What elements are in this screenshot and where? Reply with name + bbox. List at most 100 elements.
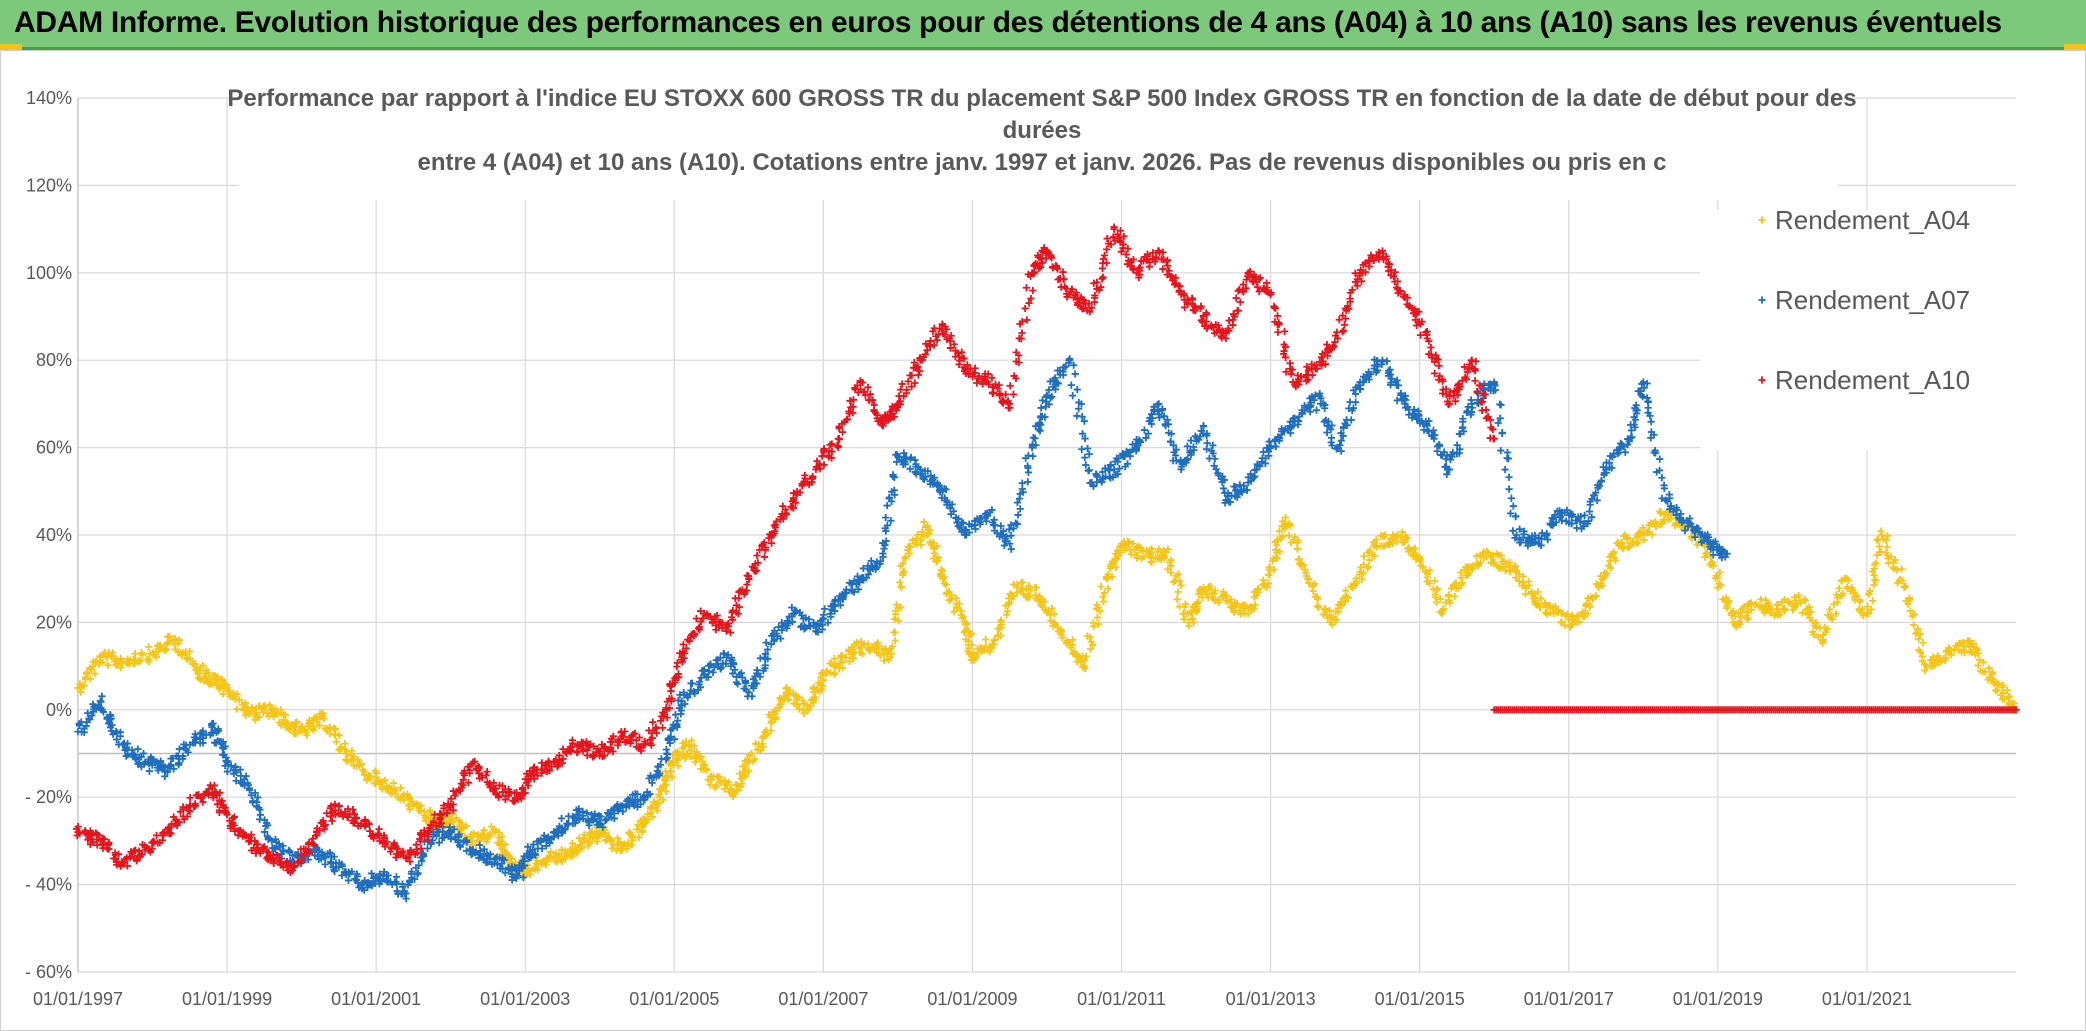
data-point — [1364, 563, 1373, 571]
data-point — [1146, 549, 1154, 557]
x-tick-label: 01/01/2001 — [331, 989, 421, 1009]
data-point — [1259, 581, 1267, 589]
data-point — [1498, 429, 1506, 437]
data-point — [1019, 578, 1027, 587]
data-point — [687, 746, 695, 755]
data-point — [678, 752, 686, 760]
data-point — [422, 813, 430, 822]
data-point — [767, 727, 775, 735]
data-point — [997, 616, 1005, 624]
y-tick-label: 100% — [26, 263, 72, 283]
data-point — [628, 832, 637, 840]
data-point — [793, 701, 801, 709]
data-point — [361, 816, 369, 824]
data-point — [398, 792, 406, 801]
data-point — [1285, 531, 1293, 539]
data-point — [366, 772, 375, 780]
data-point — [1003, 611, 1011, 619]
data-point — [786, 686, 794, 694]
data-point — [248, 703, 256, 711]
data-point — [657, 786, 665, 794]
data-point — [1273, 537, 1281, 545]
data-point — [405, 805, 414, 813]
data-point — [1319, 610, 1327, 618]
data-point — [706, 781, 714, 789]
data-point — [162, 645, 170, 654]
data-point — [1029, 286, 1037, 295]
data-point — [897, 603, 905, 612]
data-point — [415, 801, 423, 809]
data-point — [667, 759, 675, 768]
data-point — [233, 705, 241, 713]
data-point — [542, 861, 550, 869]
data-point — [955, 600, 963, 608]
data-point — [1164, 545, 1172, 553]
data-point — [1022, 284, 1031, 292]
data-point — [906, 543, 915, 551]
data-point — [1038, 396, 1047, 405]
data-point — [726, 628, 735, 637]
data-point — [1396, 533, 1404, 541]
data-point — [1195, 586, 1203, 594]
data-point — [834, 442, 843, 451]
data-point — [568, 850, 577, 858]
data-point — [1140, 553, 1148, 561]
data-point — [1219, 484, 1228, 492]
data-point — [1018, 479, 1026, 487]
data-point — [1388, 536, 1396, 544]
data-point — [558, 846, 566, 854]
data-point — [820, 605, 829, 613]
data-point — [874, 641, 882, 650]
data-point — [876, 652, 884, 660]
data-point — [547, 848, 555, 856]
data-point — [495, 828, 503, 837]
data-point — [909, 536, 917, 544]
data-point — [697, 753, 706, 761]
data-point — [1744, 615, 1752, 623]
data-point — [1129, 540, 1137, 548]
data-point — [782, 685, 790, 693]
data-point — [485, 832, 494, 840]
data-point — [1180, 615, 1188, 623]
data-point — [245, 710, 254, 718]
data-point — [1003, 607, 1012, 615]
data-point — [1334, 607, 1343, 616]
data-point — [1321, 606, 1329, 614]
data-point — [1366, 546, 1374, 555]
data-point — [134, 745, 142, 753]
data-point — [690, 742, 698, 750]
data-point — [1357, 563, 1365, 571]
data-point — [426, 808, 434, 816]
data-point — [685, 741, 693, 749]
data-point — [1425, 579, 1434, 588]
y-tick-label: 80% — [36, 350, 72, 370]
data-point — [1509, 502, 1517, 510]
data-point — [988, 388, 997, 397]
data-point — [1188, 614, 1196, 623]
data-point — [1037, 404, 1045, 412]
data-point — [354, 755, 362, 764]
banner-accent-left — [0, 44, 22, 50]
data-point — [566, 846, 574, 854]
data-point — [1185, 622, 1193, 630]
series-Rendement_A10 — [73, 223, 1498, 876]
data-point — [1254, 588, 1262, 596]
data-point — [99, 659, 107, 667]
data-point — [109, 652, 117, 660]
data-point — [1900, 583, 1908, 592]
data-point — [1114, 550, 1122, 559]
data-point — [315, 721, 323, 730]
data-point — [1206, 582, 1215, 591]
data-point — [525, 870, 534, 879]
data-point — [780, 694, 788, 702]
y-tick-label: 40% — [36, 525, 72, 545]
data-point — [1046, 611, 1054, 619]
data-point — [1086, 633, 1094, 641]
data-point — [1147, 545, 1156, 553]
data-point — [1433, 598, 1441, 606]
data-point — [1251, 601, 1259, 609]
x-tick-label: 01/01/1999 — [182, 989, 272, 1009]
page-title: ADAM Informe. Evolution historique des p… — [14, 6, 2002, 39]
data-point — [958, 611, 966, 619]
data-point — [1505, 485, 1513, 493]
